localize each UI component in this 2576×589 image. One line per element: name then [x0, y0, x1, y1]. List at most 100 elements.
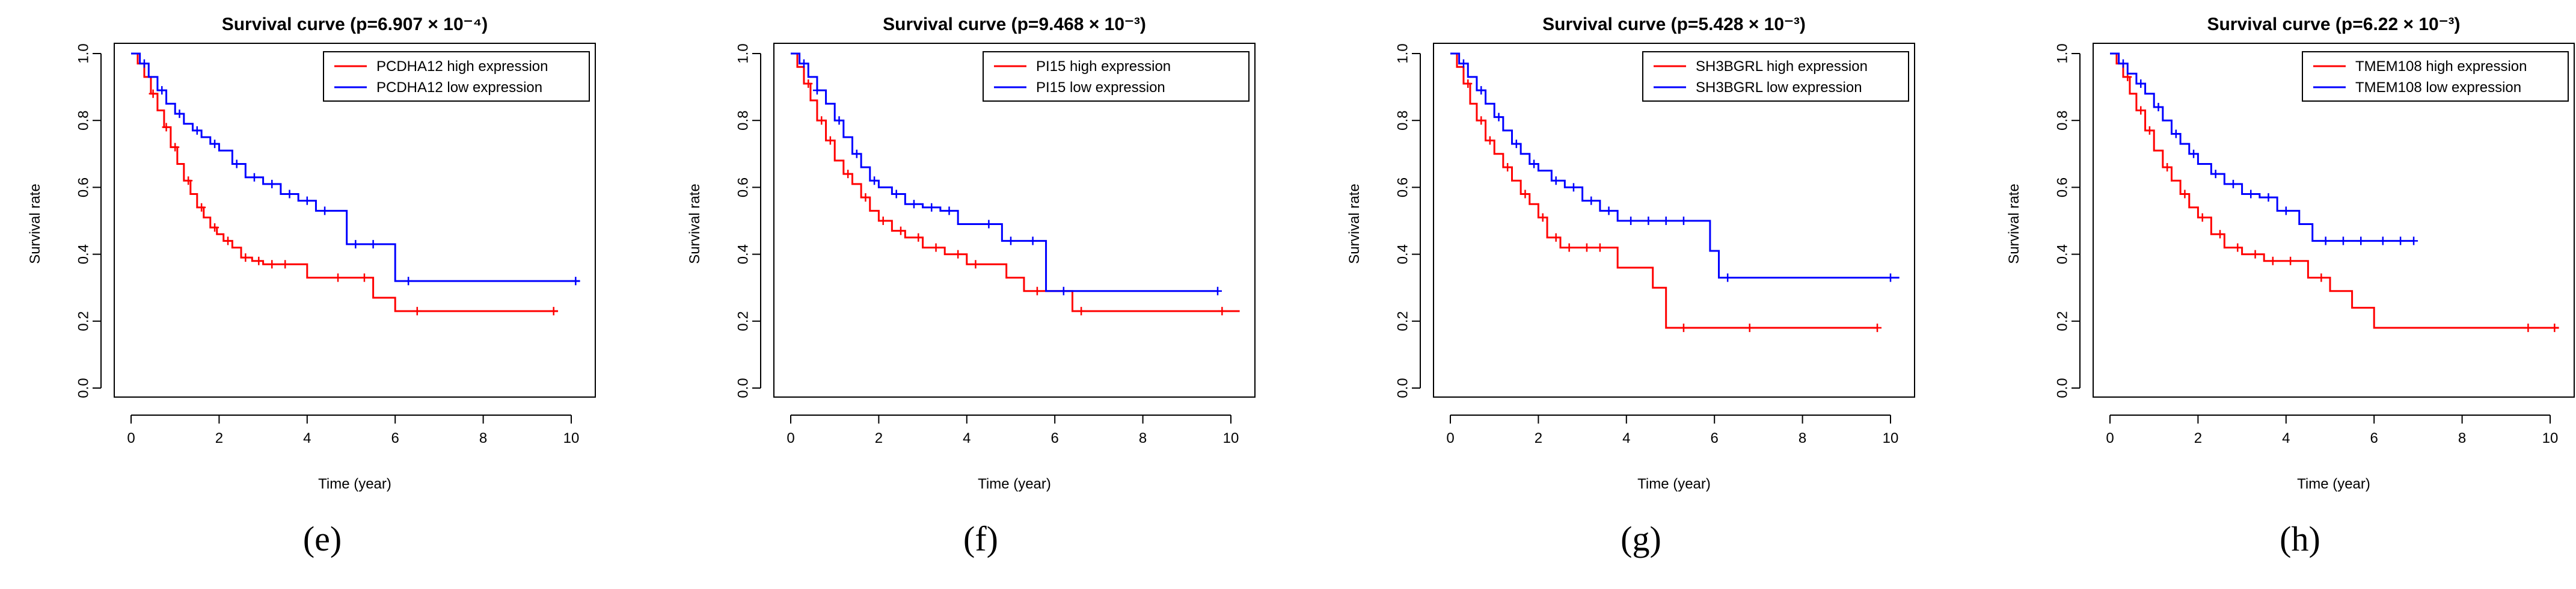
y-tick-label-g: 0.6	[1394, 177, 1411, 197]
censor-mark-g-high	[1582, 243, 1591, 252]
series-line-e-low	[131, 52, 580, 282]
censor-mark-h-high	[2145, 126, 2154, 135]
legend-label-g-low: SH3BGRL low expression	[1696, 79, 1862, 96]
x-axis-h: 0 2 4 6 8 10	[2106, 415, 2558, 446]
censor-mark-e-low	[404, 277, 413, 286]
censor-mark-h-low	[2357, 236, 2366, 245]
censor-mark-e-low	[285, 190, 294, 199]
censor-mark-g-high	[1477, 116, 1486, 125]
censor-mark-h-low	[2228, 179, 2237, 188]
x-axis-f: 0 2 4 6 8 10	[787, 415, 1239, 446]
censor-mark-h-high	[2163, 163, 2172, 172]
panel-label-f: (f)	[963, 519, 998, 558]
y-tick-label-g: 1.0	[1394, 43, 1411, 63]
x-tick-label-g: 2	[1535, 430, 1542, 446]
x-tick-label-h: 0	[2106, 430, 2114, 446]
censor-mark-h-high	[2180, 190, 2189, 199]
censor-mark-h-low	[2118, 59, 2127, 68]
x-axis-label-h: Time (year)	[2297, 476, 2370, 492]
censor-mark-g-high	[1873, 323, 1882, 332]
censor-mark-f-high	[971, 260, 980, 269]
censor-mark-g-low	[1627, 217, 1636, 225]
chart-g: Survival curve (p=5.428 × 10⁻³) 0 2 4 6 8 10 0.…	[1346, 14, 1915, 492]
censor-mark-g-high	[1485, 136, 1494, 145]
censor-mark-g-low	[1644, 217, 1653, 225]
censor-mark-f-high	[826, 136, 835, 145]
censor-mark-e-high	[149, 89, 158, 98]
y-axis-label-g: Survival rate	[1346, 183, 1363, 264]
y-axis-h: 0.0 0.2 0.4 0.6 0.8 1.0	[2054, 43, 2081, 398]
y-tick-label-f: 1.0	[735, 43, 751, 63]
y-tick-label-e: 1.0	[75, 43, 91, 63]
x-tick-label-f: 8	[1139, 430, 1147, 446]
plot-frame-h	[2093, 43, 2575, 398]
chart-title-f: Survival curve (p=9.468 × 10⁻³)	[883, 14, 1146, 34]
censor-mark-f-high	[1077, 307, 1086, 316]
censor-mark-e-low	[250, 173, 259, 182]
censor-mark-h-high	[2198, 213, 2207, 222]
censor-mark-h-high	[2286, 256, 2295, 265]
censor-mark-f-low	[852, 149, 861, 158]
x-tick-label-e: 10	[563, 430, 580, 446]
plot-frame-f	[773, 43, 1256, 398]
censor-mark-f-high	[897, 226, 905, 235]
panel-label-g: (g)	[1621, 519, 1661, 558]
censor-mark-f-high	[1032, 286, 1041, 295]
censor-mark-g-low	[1661, 217, 1670, 225]
legend-label-h-low: TMEM108 low expression	[2355, 79, 2521, 96]
censor-mark-f-high	[931, 243, 940, 252]
x-tick-label-e: 2	[215, 430, 223, 446]
y-tick-label-e: 0.6	[75, 177, 91, 197]
censor-mark-f-high	[817, 116, 826, 125]
censor-mark-h-high	[2136, 106, 2145, 115]
series-line-g-high	[1450, 52, 1878, 329]
censor-mark-e-low	[140, 59, 149, 68]
censor-mark-h-low	[2281, 206, 2290, 215]
x-axis-g: 0 2 4 6 8 10	[1446, 415, 1898, 446]
legend-e: PCDHA12 high expression PCDHA12 low expre…	[323, 51, 590, 102]
legend-g: SH3BGRL high expression SH3BGRL low expre…	[1642, 51, 1909, 102]
censor-mark-e-high	[268, 260, 277, 269]
y-axis-g: 0.0 0.2 0.4 0.6 0.8 1.0	[1394, 43, 1421, 398]
x-tick-label-g: 6	[1711, 430, 1719, 446]
censor-mark-e-low	[158, 86, 167, 95]
censor-mark-g-low	[1551, 176, 1560, 185]
chart-title-g: Survival curve (p=5.428 × 10⁻³)	[1542, 14, 1806, 34]
x-axis-label-g: Time (year)	[1637, 476, 1711, 492]
censor-mark-f-low	[927, 203, 936, 212]
x-tick-label-f: 6	[1051, 430, 1059, 446]
censor-mark-e-low	[268, 179, 277, 188]
censor-mark-f-low	[909, 200, 918, 209]
x-axis-e: 0 2 4 6 8 10	[127, 415, 579, 446]
censor-mark-f-high	[954, 250, 963, 259]
x-axis-label-f: Time (year)	[978, 476, 1051, 492]
x-tick-label-f: 4	[963, 430, 971, 446]
chart-e: Survival curve (p=6.907 × 10⁻⁴) 0 2 4 6 8 10 0.…	[27, 14, 596, 492]
legend-f: PI15 high expression PI15 low expression	[983, 51, 1250, 102]
censor-mark-g-low	[1459, 59, 1468, 68]
censor-mark-h-low	[2154, 102, 2163, 111]
censor-mark-e-low	[320, 206, 330, 215]
legend-h: TMEM108 high expression TMEM108 low expre…	[2302, 51, 2569, 102]
censor-mark-e-high	[197, 203, 206, 212]
censor-mark-g-low	[1512, 140, 1521, 149]
y-axis-label-h: Survival rate	[2006, 183, 2022, 264]
x-tick-label-f: 10	[1223, 430, 1239, 446]
y-tick-label-h: 0.2	[2054, 311, 2070, 331]
y-tick-label-h: 1.0	[2054, 43, 2070, 63]
censor-mark-g-high	[1538, 213, 1547, 222]
censor-mark-h-high	[2216, 230, 2224, 239]
censor-mark-h-low	[2189, 149, 2198, 158]
censor-mark-h-low	[2321, 236, 2330, 245]
x-axis-label-e: Time (year)	[318, 476, 391, 492]
censor-mark-g-low	[1494, 113, 1503, 122]
legend-label-e-low: PCDHA12 low expression	[376, 79, 542, 96]
legend-label-g-high: SH3BGRL high expression	[1696, 58, 1868, 75]
y-tick-label-f: 0.4	[735, 244, 751, 264]
censor-mark-e-low	[571, 277, 580, 286]
censor-mark-f-low	[870, 176, 879, 185]
censor-mark-e-low	[302, 196, 311, 205]
censor-mark-e-high	[241, 253, 250, 262]
censor-mark-f-low	[945, 206, 954, 215]
censor-mark-g-high	[1551, 233, 1560, 242]
